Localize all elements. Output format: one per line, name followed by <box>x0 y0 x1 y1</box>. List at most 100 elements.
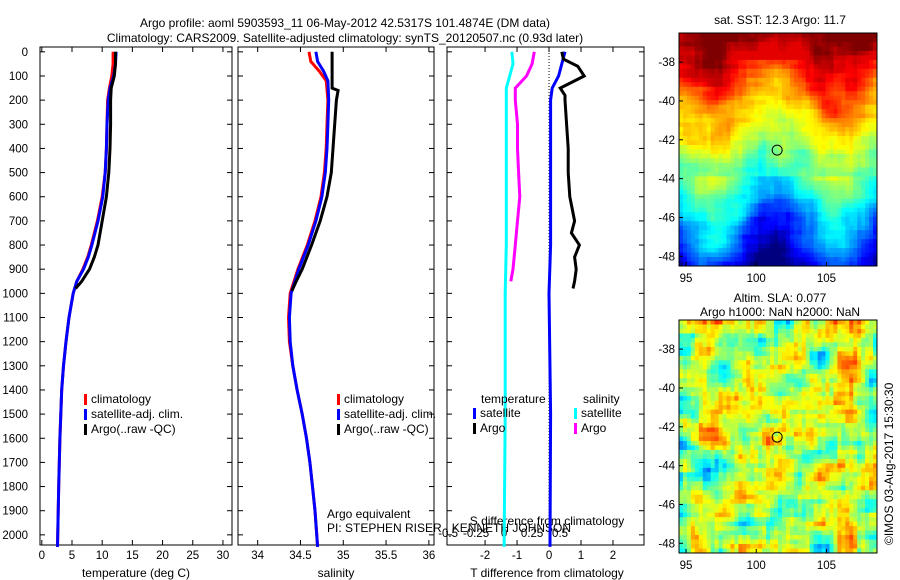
map-cell <box>833 467 838 473</box>
map-cell <box>774 351 779 357</box>
map-cell <box>718 481 724 487</box>
map-cell <box>849 400 854 406</box>
map-cell <box>742 320 747 325</box>
map-cell <box>853 95 858 101</box>
map-cell <box>778 418 783 424</box>
map-cell <box>781 77 787 83</box>
map-cell <box>726 136 731 142</box>
map-cell <box>694 131 700 137</box>
map-cell <box>762 423 767 429</box>
map-cell <box>841 68 846 74</box>
map-cell <box>821 252 827 258</box>
map-cell <box>813 46 819 52</box>
map-cell <box>682 440 688 446</box>
map-cell <box>746 59 751 65</box>
map-cell <box>789 436 795 442</box>
map-cell <box>702 64 708 70</box>
map-cell <box>758 427 763 433</box>
map-cell <box>873 494 878 500</box>
map-cell <box>682 46 688 52</box>
map-cell <box>778 153 783 159</box>
map-cell <box>726 481 731 487</box>
map-cell <box>821 490 827 496</box>
map-cell <box>682 320 688 325</box>
map-cell <box>730 109 735 115</box>
map-cell <box>750 46 755 52</box>
map-cell <box>766 467 771 473</box>
map-cell <box>702 427 708 433</box>
map-cell <box>797 145 803 150</box>
map-cell <box>849 346 854 352</box>
map-cell <box>785 324 791 330</box>
map-cell <box>694 37 700 43</box>
map-cell <box>837 41 842 47</box>
map-cell <box>778 396 783 402</box>
map-cell <box>809 59 815 65</box>
map-cell <box>841 391 846 397</box>
map-cell <box>805 176 811 182</box>
map-cell <box>778 158 783 164</box>
map-cell <box>869 149 874 155</box>
map-cell <box>718 131 724 137</box>
map-cell <box>734 490 739 496</box>
map-cell <box>734 131 739 137</box>
map-cell <box>679 136 684 142</box>
map-cell <box>698 490 704 496</box>
map-cell <box>770 194 775 200</box>
map-cell <box>865 239 870 245</box>
map-cell <box>738 180 743 186</box>
map-cell <box>785 472 791 478</box>
map-cell <box>682 176 688 182</box>
map-cell <box>869 320 874 325</box>
map-cell <box>770 396 775 402</box>
map-cell <box>781 167 787 173</box>
map-cell <box>698 436 704 442</box>
map-cell <box>861 136 866 142</box>
map-cell <box>686 162 692 168</box>
map-cell <box>702 328 708 334</box>
map-cell <box>690 171 696 177</box>
map-cell <box>679 221 684 227</box>
map-cell <box>750 158 755 164</box>
map-cell <box>833 485 838 491</box>
map-cell <box>714 239 720 245</box>
map-cell <box>682 162 688 168</box>
map-cell <box>778 33 783 38</box>
map-cell <box>726 351 731 357</box>
map-cell <box>789 234 795 240</box>
map-cell <box>682 82 688 88</box>
map-cell <box>686 221 692 227</box>
map-cell <box>742 82 747 88</box>
map-cell <box>750 59 755 65</box>
map-cell <box>694 467 700 473</box>
map-cell <box>730 405 735 411</box>
map-cell <box>746 342 751 348</box>
map-cell <box>762 221 767 227</box>
map-cell <box>698 440 704 446</box>
map-cell <box>825 234 830 240</box>
map-cell <box>690 494 696 500</box>
map-cell <box>873 485 878 491</box>
map-cell <box>805 46 811 52</box>
map-cell <box>778 212 783 218</box>
map-cell <box>770 73 775 79</box>
map-cell <box>682 194 688 200</box>
map-cell <box>679 423 684 429</box>
map-cell <box>813 55 819 61</box>
map-cell <box>730 41 735 47</box>
map-cell <box>789 171 795 177</box>
map-cell <box>857 176 862 182</box>
map-cell <box>730 189 735 195</box>
map-cell <box>702 391 708 397</box>
map-cell <box>853 68 858 74</box>
map-cell <box>809 86 815 92</box>
map-cell <box>770 212 775 218</box>
map-cell <box>766 203 771 209</box>
map-cell <box>837 212 842 218</box>
map-cell <box>730 414 735 420</box>
map-cell <box>873 216 878 222</box>
map-cell <box>833 189 838 195</box>
map-cell <box>857 189 862 195</box>
map-cell <box>726 467 731 473</box>
map-cell <box>766 485 771 491</box>
